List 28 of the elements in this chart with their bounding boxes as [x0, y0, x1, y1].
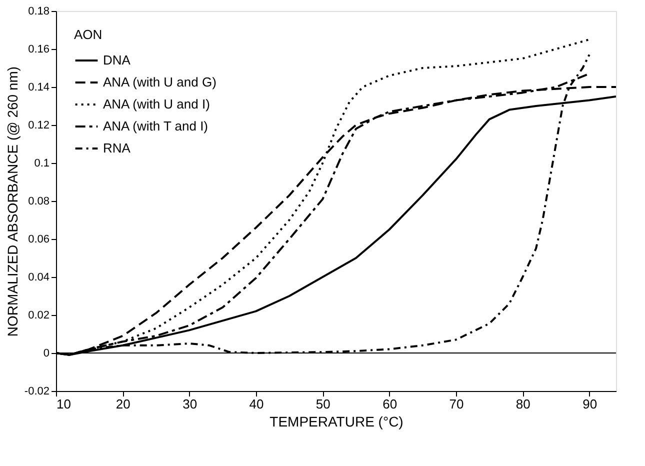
legend-label: ANA (with U and I) — [103, 96, 210, 112]
legend-label: DNA — [103, 52, 131, 68]
y-tick-label: 0.12 — [28, 120, 50, 132]
x-tick-label: 60 — [382, 396, 398, 412]
y-tick-label: -0.02 — [24, 386, 50, 398]
y-tick-label: 0 — [43, 348, 50, 360]
x-axis-title: TEMPERATURE (°C) — [270, 414, 404, 430]
legend-label: ANA (with T and I) — [103, 118, 208, 134]
y-tick-label: 0.1 — [34, 158, 50, 170]
y-tick-label: 0.04 — [28, 272, 50, 284]
legend-label: RNA — [103, 140, 131, 156]
x-tick-label: 30 — [182, 396, 198, 412]
y-tick-label: 0.08 — [28, 196, 50, 208]
y-tick-label: 0.14 — [28, 82, 50, 94]
x-tick-label: 90 — [582, 396, 598, 412]
legend-label: ANA (with U and G) — [103, 74, 216, 90]
y-tick-label: 0.06 — [28, 234, 50, 246]
x-tick-label: 70 — [449, 396, 464, 412]
x-tick-label: 20 — [116, 396, 130, 412]
y-tick-label: 0.18 — [28, 6, 50, 18]
x-tick-label: 50 — [316, 396, 330, 412]
x-tick-label: 80 — [516, 396, 530, 412]
y-tick-label: 0.02 — [28, 310, 50, 322]
y-tick-label: 0.16 — [28, 44, 50, 56]
legend-title: AON — [74, 27, 102, 42]
x-tick-label: 10 — [56, 396, 71, 412]
x-tick-label: 40 — [249, 396, 264, 412]
y-axis-title: NORMALIZED ABSORBANCE (@ 260 nm) — [4, 66, 20, 337]
